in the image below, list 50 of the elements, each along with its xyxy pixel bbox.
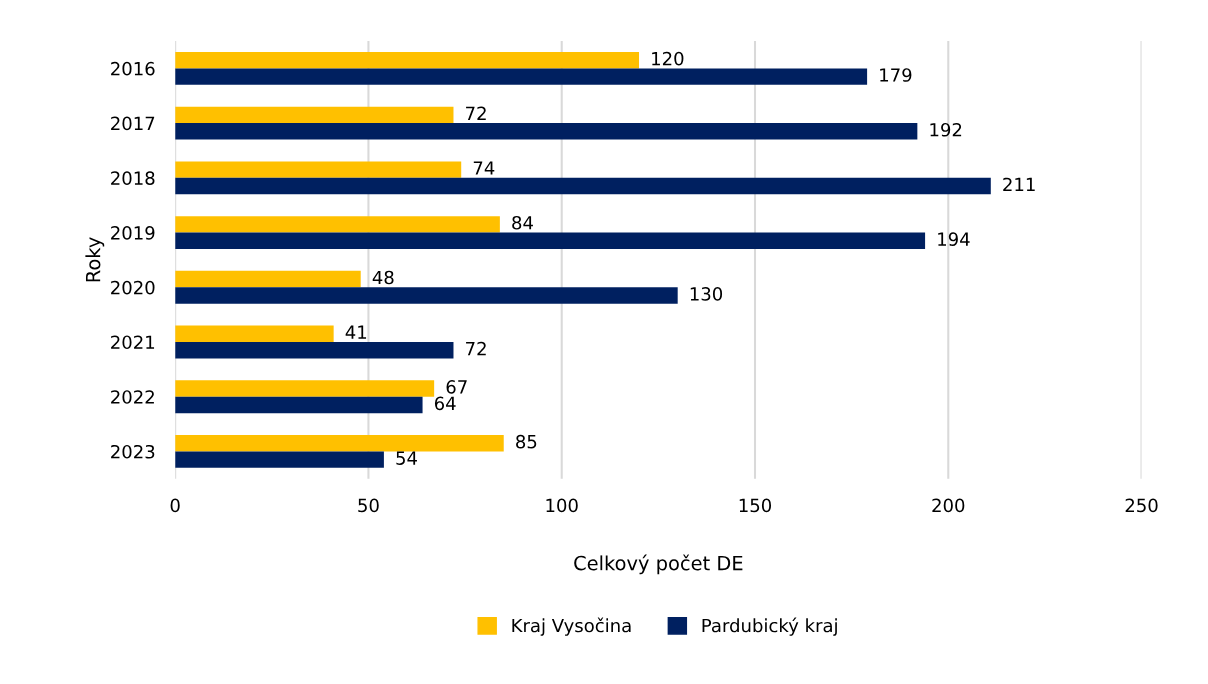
y-tick-label: 2020 (111, 280, 155, 295)
bar (175, 325, 334, 342)
data-label: 54 (396, 451, 417, 465)
bar (175, 342, 454, 359)
bar (175, 287, 678, 304)
bar (175, 451, 384, 468)
bar (175, 161, 462, 178)
y-tick-label: 2019 (111, 226, 155, 240)
data-label: 41 (345, 325, 367, 339)
bar (175, 51, 640, 69)
data-label: 48 (372, 270, 394, 285)
y-tick-label: 2018 (111, 171, 155, 185)
x-tick-label: 100 (546, 498, 578, 513)
bar (175, 270, 361, 288)
y-axis-title: Roky (85, 237, 105, 282)
data-label: 74 (473, 161, 495, 175)
x-tick-label: 0 (170, 498, 180, 513)
data-label: 120 (652, 51, 684, 66)
x-tick-label: 250 (1125, 498, 1158, 513)
data-label: 179 (880, 68, 912, 82)
data-label: 84 (512, 215, 533, 230)
y-tick-label: 2016 (111, 61, 155, 76)
x-tick-label: 50 (358, 498, 379, 513)
bar (175, 177, 991, 195)
data-label: 130 (690, 287, 723, 301)
y-tick-label: 2023 (111, 444, 155, 459)
bar (175, 232, 926, 249)
data-label: 194 (938, 232, 970, 247)
legend-label: Pardubický kraj (702, 617, 837, 636)
x-tick-label: 150 (739, 498, 772, 513)
y-tick-label: 2021 (111, 335, 155, 350)
data-label: 72 (466, 341, 486, 356)
x-tick-label: 200 (932, 498, 965, 513)
bar (175, 396, 423, 414)
bar (175, 123, 918, 140)
data-label: 192 (930, 122, 962, 137)
bar (175, 216, 500, 233)
bar (175, 380, 435, 397)
data-label: 72 (466, 106, 486, 120)
bar (175, 68, 868, 85)
x-axis-title: Celkový počet DE (574, 554, 743, 575)
data-label: 211 (1003, 177, 1035, 192)
data-label: 85 (516, 434, 537, 449)
data-label: 64 (434, 396, 456, 411)
legend-label: Kraj Vysočina (512, 617, 631, 636)
y-tick-label: 2017 (111, 116, 155, 131)
bar (175, 106, 454, 124)
y-tick-label: 2022 (111, 390, 154, 404)
bar (175, 435, 504, 452)
data-label: 67 (446, 380, 467, 394)
